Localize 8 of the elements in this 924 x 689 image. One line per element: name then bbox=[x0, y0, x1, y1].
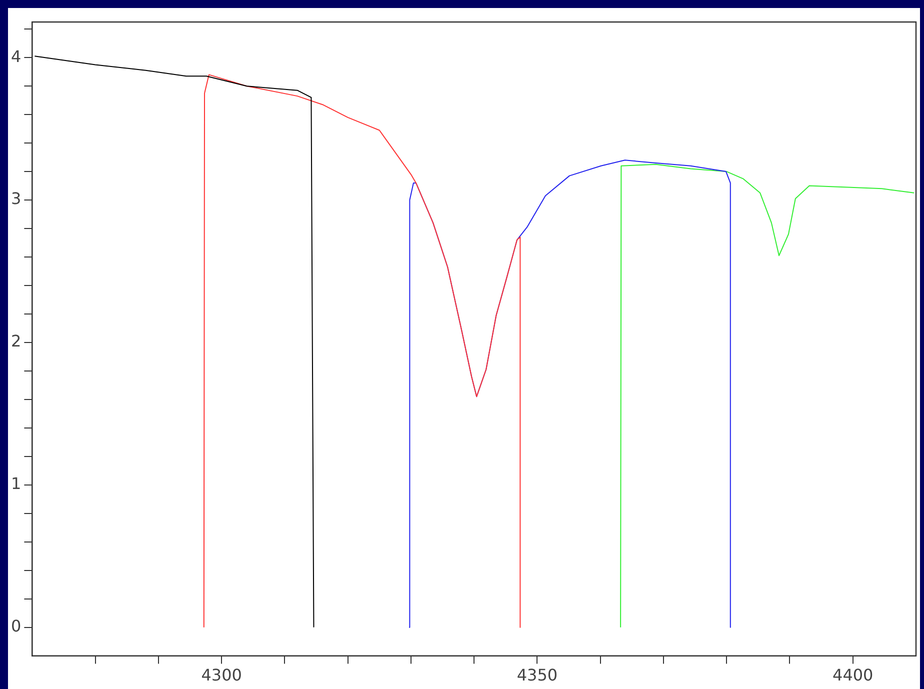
y-tick-label: 3 bbox=[10, 189, 22, 208]
x-tick-label: 4350 bbox=[516, 666, 558, 685]
x-tick-label: 4300 bbox=[201, 666, 242, 685]
y-tick-label: 1 bbox=[10, 474, 22, 494]
y-tick-label: 2 bbox=[10, 332, 22, 351]
x-tick-label: 4400 bbox=[832, 666, 874, 685]
y-tick-label: 0 bbox=[10, 616, 22, 636]
y-tick-label: 4 bbox=[10, 46, 22, 66]
